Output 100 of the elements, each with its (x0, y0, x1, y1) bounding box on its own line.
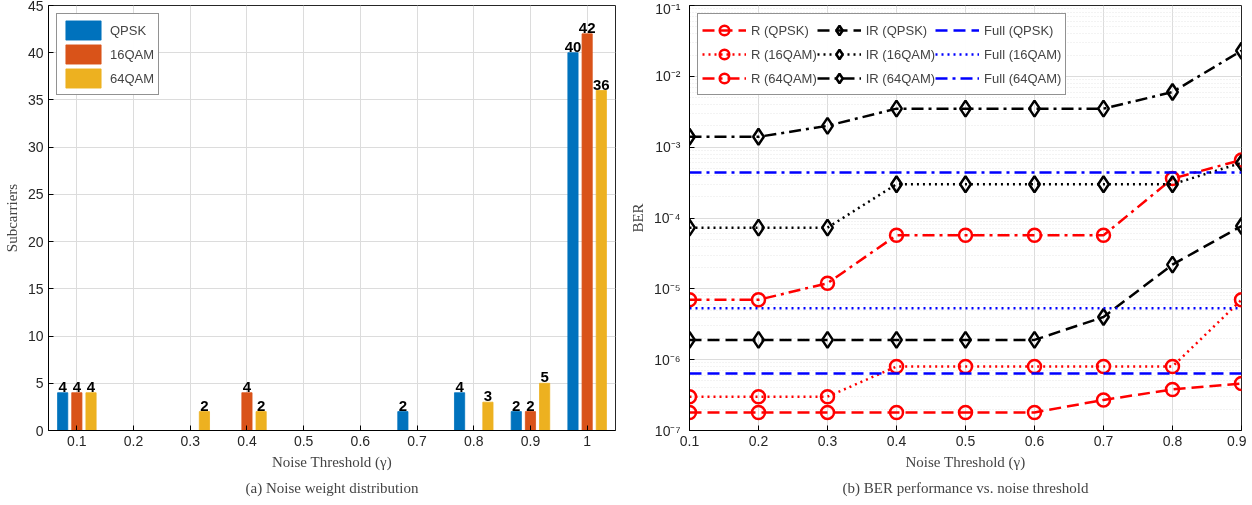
data-label: 42 (578, 18, 596, 36)
data-label: 4 (58, 377, 68, 395)
point (819, 404, 836, 421)
bar (241, 392, 253, 431)
x-tick-label: 1 (583, 432, 592, 449)
y-tick-label: 45 (27, 0, 44, 14)
legend-label: R (16QAM) (751, 45, 817, 64)
y-tick-label: 10 (27, 328, 44, 345)
x-axis-title: Noise Threshold (γ) (905, 453, 1026, 471)
data-label: 4 (455, 377, 465, 395)
bar (539, 382, 551, 431)
data-label: 2 (512, 396, 521, 414)
x-tick-label: 0.3 (817, 432, 838, 449)
point (750, 388, 767, 405)
point (888, 227, 905, 244)
point (957, 404, 974, 421)
y-tick-label: 10⁻¹ (655, 0, 681, 17)
x-tick-label: 0.4 (237, 432, 257, 449)
data-label: 2 (526, 396, 535, 414)
point (958, 99, 973, 118)
point (889, 330, 904, 350)
bar (482, 401, 494, 431)
y-axis-title: BER (629, 203, 646, 233)
point (751, 218, 766, 237)
data-label: 2 (256, 396, 266, 414)
bar (71, 392, 83, 431)
point (1164, 381, 1181, 398)
x-tick-label: 0.6 (1024, 432, 1045, 449)
point (889, 174, 904, 194)
data-label: 2 (398, 396, 408, 414)
bar (581, 33, 593, 431)
point (1165, 82, 1180, 102)
bar (567, 52, 579, 431)
x-tick-label: 0.4 (886, 432, 907, 449)
legend-label: 64QAM (110, 69, 155, 88)
point (888, 404, 905, 421)
point (1027, 330, 1042, 350)
point (1027, 174, 1042, 194)
x-tick-label: 0.1 (679, 432, 700, 449)
point (1027, 99, 1042, 118)
y-tick-label: 5 (35, 375, 44, 392)
legend-label: IR (16QAM) (865, 45, 936, 64)
data-label: 4 (242, 377, 252, 395)
point (820, 116, 835, 136)
text: (a) Noise weight distribution (245, 479, 419, 497)
data-label: 5 (540, 368, 549, 386)
x-tick-label: 0.5 (293, 432, 314, 449)
y-tick-label: 40 (27, 44, 44, 61)
point (1165, 255, 1180, 274)
legend-label: Full (QPSK) (984, 21, 1054, 40)
point (751, 127, 766, 147)
point (958, 330, 973, 350)
x-tick-label: 0.1 (67, 432, 87, 449)
x-tick-label: 0.9 (520, 432, 541, 449)
y-tick-label: 15 (27, 280, 44, 297)
x-tick-label: 0.3 (180, 432, 201, 449)
bar (255, 411, 267, 431)
data-label: 4 (86, 377, 96, 395)
point (889, 99, 904, 118)
data-label: 36 (592, 75, 610, 93)
y-tick-label: 10⁻⁷ (654, 422, 681, 439)
point (957, 227, 974, 244)
point (750, 292, 767, 308)
point (1096, 99, 1111, 118)
legend-label: QPSK (110, 21, 147, 40)
point (1026, 227, 1043, 244)
point (820, 218, 835, 237)
point (1096, 307, 1111, 327)
bar (510, 411, 522, 431)
y-tick-label: 10⁻⁴ (653, 210, 681, 226)
y-tick-label: 0 (35, 422, 44, 439)
bar (524, 411, 536, 431)
legend-label: R (QPSK) (751, 21, 809, 40)
text: (b) BER performance vs. noise threshold (842, 479, 1089, 497)
bar (454, 392, 466, 431)
point (1026, 404, 1043, 421)
point (820, 330, 835, 350)
x-tick-label: 0.9 (1227, 432, 1247, 449)
point (1096, 174, 1111, 194)
x-tick-label: 0.2 (123, 432, 144, 449)
data-label: 2 (200, 396, 209, 414)
point (1095, 227, 1112, 244)
bar (397, 411, 409, 431)
y-tick-label: 30 (27, 139, 44, 156)
y-tick-label: 10⁻⁵ (654, 280, 681, 297)
point (819, 275, 836, 291)
y-tick-label: 10⁻³ (655, 139, 681, 156)
bar (198, 411, 210, 431)
data-label: 4 (72, 377, 82, 395)
legend-label: R (64QAM) (751, 69, 817, 88)
bar (57, 392, 69, 431)
point (1165, 174, 1180, 194)
y-tick-label: 10⁻² (655, 68, 681, 85)
y-tick-label: 20 (27, 233, 44, 250)
data-label: 40 (564, 37, 582, 55)
point (1164, 358, 1181, 375)
x-tick-label: 0.6 (350, 432, 371, 449)
legend-label: IR (64QAM) (865, 69, 936, 88)
x-tick-label: 0.7 (407, 432, 427, 449)
x-tick-label: 0.5 (955, 432, 976, 449)
